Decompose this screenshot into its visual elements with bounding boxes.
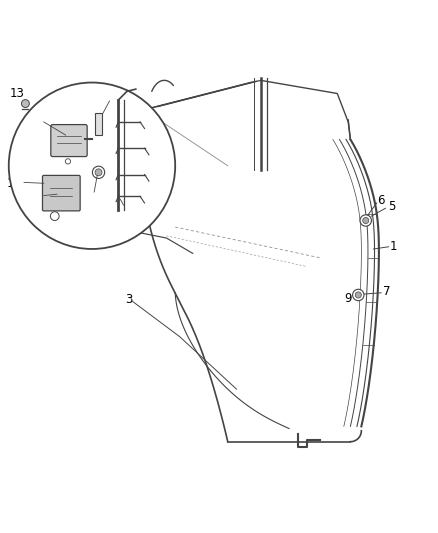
Text: 7: 7: [383, 285, 390, 298]
Text: 13: 13: [10, 87, 25, 100]
Circle shape: [50, 212, 59, 221]
Circle shape: [353, 289, 364, 301]
FancyBboxPatch shape: [42, 175, 80, 211]
Bar: [95, 113, 102, 135]
Text: 11: 11: [79, 188, 94, 201]
Circle shape: [360, 215, 371, 226]
Circle shape: [95, 169, 102, 176]
Text: 6: 6: [378, 195, 385, 207]
Text: 5: 5: [388, 200, 395, 213]
Text: 9: 9: [28, 114, 36, 126]
Text: 8: 8: [28, 190, 36, 203]
Circle shape: [92, 166, 105, 179]
Circle shape: [21, 100, 29, 108]
Circle shape: [9, 83, 175, 249]
Text: 10: 10: [105, 91, 120, 104]
Circle shape: [65, 159, 71, 164]
Text: 12: 12: [7, 177, 21, 190]
Circle shape: [355, 292, 361, 298]
Text: 3: 3: [125, 293, 132, 306]
FancyBboxPatch shape: [51, 125, 87, 157]
Circle shape: [363, 217, 369, 223]
Text: 9: 9: [344, 292, 352, 304]
Text: 7: 7: [125, 201, 132, 214]
Text: 1: 1: [390, 240, 397, 253]
